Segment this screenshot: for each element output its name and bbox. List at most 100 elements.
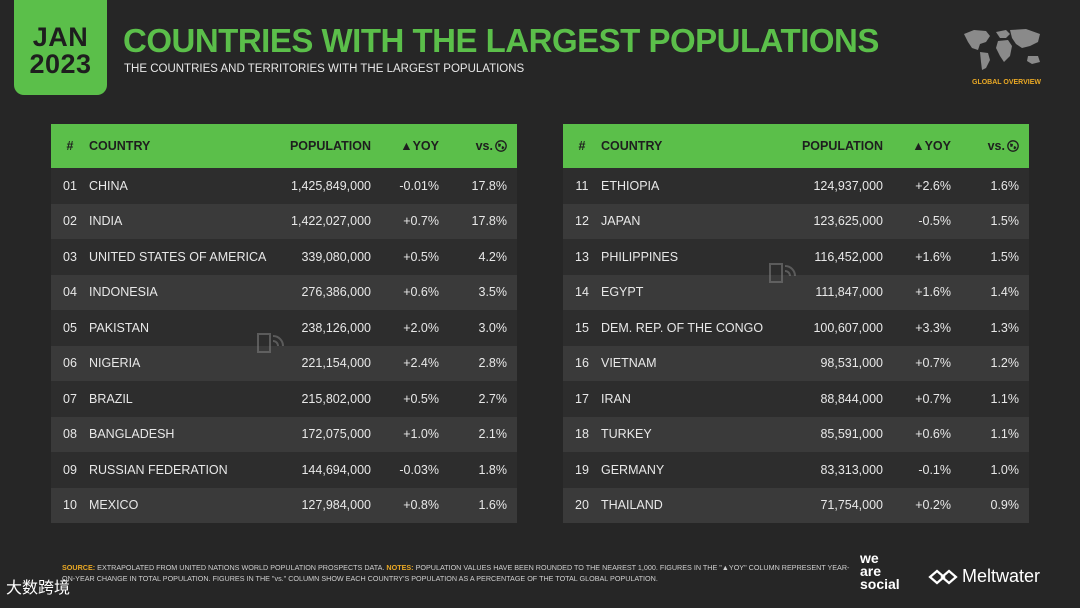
- country-cell: NIGERIA: [89, 345, 261, 381]
- table-row: 08 BANGLADESH 172,075,000 +1.0% 2.1%: [51, 416, 517, 452]
- section-label: GLOBAL OVERVIEW: [972, 79, 1041, 86]
- country-cell: VIETNAM: [601, 345, 773, 381]
- yoy-cell: +0.5%: [371, 381, 439, 417]
- population-cell: 1,422,027,000: [261, 203, 371, 239]
- population-cell: 215,802,000: [261, 381, 371, 417]
- col-share-label: vs.: [987, 139, 1005, 153]
- share-cell: 1.4%: [951, 274, 1029, 310]
- country-cell: INDONESIA: [89, 274, 261, 310]
- share-cell: 3.5%: [439, 274, 517, 310]
- population-cell: 172,075,000: [261, 416, 371, 452]
- rank-cell: 16: [563, 345, 601, 381]
- share-cell: 1.0%: [951, 452, 1029, 488]
- table-row: 14 EGYPT 111,847,000 +1.6% 1.4%: [563, 274, 1029, 310]
- share-cell: 1.6%: [951, 168, 1029, 204]
- share-cell: 1.3%: [951, 310, 1029, 346]
- rank-cell: 10: [51, 487, 89, 523]
- table-row: 17 IRAN 88,844,000 +0.7% 1.1%: [563, 381, 1029, 417]
- col-rank-header: #: [51, 124, 89, 168]
- rank-cell: 20: [563, 487, 601, 523]
- yoy-cell: -0.01%: [371, 168, 439, 204]
- table-header-row: # COUNTRY POPULATION ▲YOY vs.: [563, 124, 1029, 168]
- share-cell: 17.8%: [439, 203, 517, 239]
- globe-icon: [1007, 140, 1019, 152]
- population-cell: 339,080,000: [261, 239, 371, 275]
- table-row: 20 THAILAND 71,754,000 +0.2% 0.9%: [563, 487, 1029, 523]
- date-year: 2023: [29, 49, 92, 79]
- population-cell: 221,154,000: [261, 345, 371, 381]
- country-cell: RUSSIAN FEDERATION: [89, 452, 261, 488]
- yoy-cell: -0.1%: [883, 452, 951, 488]
- rank-cell: 09: [51, 452, 89, 488]
- share-cell: 17.8%: [439, 168, 517, 204]
- rank-cell: 13: [563, 239, 601, 275]
- yoy-cell: -0.5%: [883, 203, 951, 239]
- yoy-cell: +0.7%: [883, 345, 951, 381]
- col-yoy-header: ▲YOY: [371, 124, 439, 168]
- yoy-cell: -0.03%: [371, 452, 439, 488]
- table-row: 03 UNITED STATES OF AMERICA 339,080,000 +0.…: [51, 239, 517, 275]
- share-cell: 1.5%: [951, 239, 1029, 275]
- table-row: 02 INDIA 1,422,027,000 +0.7% 17.8%: [51, 203, 517, 239]
- table-row: 10 MEXICO 127,984,000 +0.8% 1.6%: [51, 487, 517, 523]
- col-population-header: POPULATION: [261, 124, 371, 168]
- rank-cell: 19: [563, 452, 601, 488]
- date-month: JAN: [32, 22, 89, 52]
- yoy-cell: +1.0%: [371, 416, 439, 452]
- country-cell: JAPAN: [601, 203, 773, 239]
- country-cell: DEM. REP. OF THE CONGO: [601, 310, 773, 346]
- yoy-cell: +1.6%: [883, 239, 951, 275]
- country-cell: UNITED STATES OF AMERICA: [89, 239, 266, 275]
- share-cell: 1.1%: [951, 416, 1029, 452]
- country-cell: CHINA: [89, 168, 261, 204]
- table-row: 04 INDONESIA 276,386,000 +0.6% 3.5%: [51, 274, 517, 310]
- share-cell: 1.2%: [951, 345, 1029, 381]
- share-cell: 1.6%: [439, 487, 517, 523]
- country-cell: IRAN: [601, 381, 773, 417]
- table-row: 11 ETHIOPIA 124,937,000 +2.6% 1.6%: [563, 168, 1029, 204]
- rank-cell: 04: [51, 274, 89, 310]
- yoy-cell: +3.3%: [883, 310, 951, 346]
- table-row: 18 TURKEY 85,591,000 +0.6% 1.1%: [563, 416, 1029, 452]
- meltwater-logo: Meltwater: [928, 566, 1040, 587]
- col-share-header: vs.: [439, 124, 517, 168]
- country-cell: PAKISTAN: [89, 310, 261, 346]
- country-cell: BANGLADESH: [89, 416, 261, 452]
- rank-cell: 07: [51, 381, 89, 417]
- rank-cell: 12: [563, 203, 601, 239]
- yoy-cell: +1.6%: [883, 274, 951, 310]
- rank-cell: 03: [51, 239, 89, 275]
- notes-text: POPULATION VALUES HAVE BEEN ROUNDED TO T…: [62, 563, 850, 583]
- col-country-header: COUNTRY: [601, 124, 773, 168]
- country-cell: MEXICO: [89, 487, 261, 523]
- yoy-cell: +0.6%: [371, 274, 439, 310]
- notes-label: NOTES:: [386, 563, 414, 572]
- source-text: EXTRAPOLATED FROM UNITED NATIONS WORLD P…: [97, 563, 385, 572]
- table-row: 16 VIETNAM 98,531,000 +0.7% 1.2%: [563, 345, 1029, 381]
- population-cell: 98,531,000: [773, 345, 883, 381]
- population-cell: 127,984,000: [261, 487, 371, 523]
- population-cell: 123,625,000: [773, 203, 883, 239]
- population-cell: 276,386,000: [261, 274, 371, 310]
- globe-icon: [495, 140, 507, 152]
- country-cell: INDIA: [89, 203, 261, 239]
- rank-cell: 18: [563, 416, 601, 452]
- source-label: SOURCE:: [62, 563, 96, 572]
- population-cell: 1,425,849,000: [261, 168, 371, 204]
- country-cell: EGYPT: [601, 274, 773, 310]
- yoy-cell: +0.6%: [883, 416, 951, 452]
- page-title: COUNTRIES WITH THE LARGEST POPULATIONS: [123, 22, 879, 59]
- yoy-cell: +0.7%: [371, 203, 439, 239]
- rank-cell: 01: [51, 168, 89, 204]
- yoy-cell: +0.2%: [883, 487, 951, 523]
- meltwater-name: Meltwater: [962, 566, 1041, 586]
- population-cell: 88,844,000: [773, 381, 883, 417]
- table-row: 12 JAPAN 123,625,000 -0.5% 1.5%: [563, 203, 1029, 239]
- table-header-row: # COUNTRY POPULATION ▲YOY vs.: [51, 124, 517, 168]
- country-cell: PHILIPPINES: [601, 239, 773, 275]
- table-row: 13 PHILIPPINES 116,452,000 +1.6% 1.5%: [563, 239, 1029, 275]
- col-population-header: POPULATION: [773, 124, 883, 168]
- yoy-cell: +2.6%: [883, 168, 951, 204]
- yoy-cell: +2.4%: [371, 345, 439, 381]
- rank-cell: 02: [51, 203, 89, 239]
